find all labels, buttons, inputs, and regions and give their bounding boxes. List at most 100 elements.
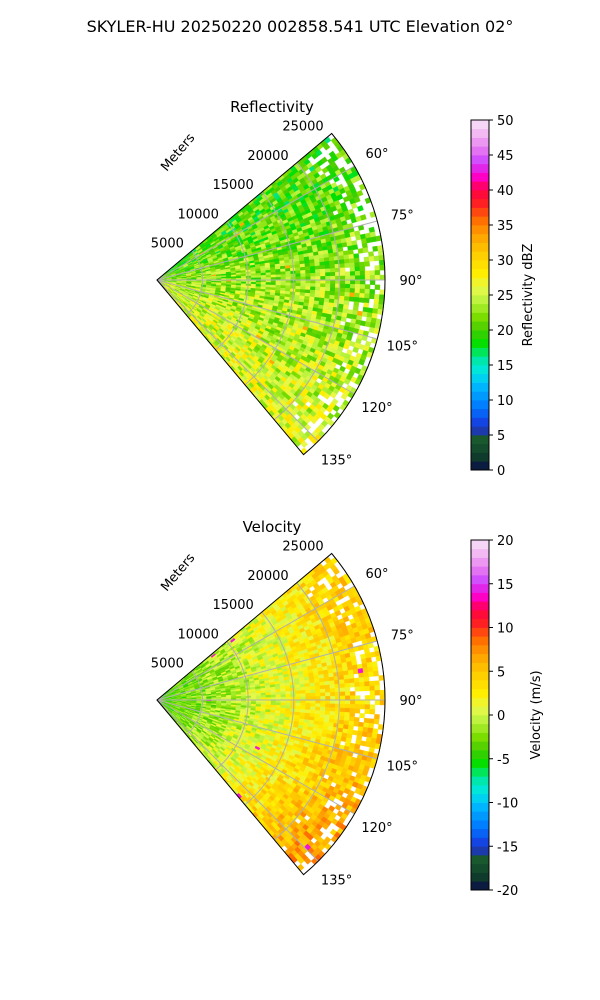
field-cell — [260, 274, 267, 278]
field-cell — [348, 296, 355, 302]
field-cell — [353, 301, 360, 307]
reflectivity-range-axis-label: Meters — [158, 131, 198, 175]
colorbar-segment — [471, 417, 489, 427]
colorbar-segment — [471, 365, 489, 375]
colorbar-segment — [471, 338, 489, 348]
field-cell — [362, 247, 369, 254]
range-tick-label: 10000 — [178, 207, 219, 222]
field-cell — [345, 275, 351, 281]
colorbar-segment — [471, 242, 489, 252]
colorbar-segment — [471, 312, 489, 322]
azimuth-tick-label: 135° — [321, 454, 352, 469]
field-cell — [372, 303, 379, 310]
field-cell — [329, 264, 336, 269]
field-cell — [369, 279, 376, 286]
field-cell — [379, 289, 386, 296]
field-cell — [325, 279, 331, 285]
field-cell — [353, 257, 360, 263]
field-cell — [235, 696, 242, 699]
field-cell — [338, 255, 345, 261]
field-cell — [369, 270, 376, 276]
colorbar-segment — [471, 408, 489, 418]
colorbar-tick-label: 40 — [497, 184, 514, 199]
field-cell — [290, 273, 296, 278]
field-cell — [325, 272, 331, 277]
field-cell — [280, 274, 287, 278]
field-cell — [348, 253, 355, 260]
field-cell — [344, 271, 351, 277]
field-cell — [315, 283, 321, 288]
field-cell — [372, 308, 379, 315]
field-cell — [339, 287, 346, 293]
colorbar-segment — [471, 452, 489, 462]
field-cell — [339, 283, 346, 289]
colorbar-segment — [471, 303, 489, 313]
field-cell — [320, 276, 326, 281]
field-cell — [329, 294, 336, 300]
field-cell — [325, 275, 331, 281]
azimuth-tick-label: 105° — [387, 340, 418, 355]
field-cell — [319, 265, 326, 270]
field-cell — [241, 695, 247, 699]
field-cell — [364, 293, 370, 299]
colorbar-segment — [471, 137, 489, 147]
field-cell — [310, 276, 316, 281]
colorbar-segment — [471, 207, 489, 217]
colorbar-segment — [471, 277, 489, 287]
field-cell — [330, 271, 336, 277]
field-cell — [275, 274, 282, 278]
field-cell — [320, 283, 326, 288]
field-cell — [319, 286, 326, 292]
field-cell — [353, 253, 360, 259]
field-cell — [344, 283, 351, 289]
colorbar-segment — [471, 163, 489, 173]
field-cell — [369, 293, 375, 300]
field-cell — [343, 296, 350, 302]
field-cell — [270, 702, 277, 706]
field-cell — [354, 288, 361, 294]
colorbar-segment — [471, 120, 489, 130]
colorbar-segment — [471, 181, 489, 191]
field-cell — [241, 275, 247, 279]
field-cell — [374, 284, 381, 290]
field-cell — [339, 291, 346, 297]
range-tick-label: 25000 — [282, 119, 323, 134]
field-cell — [295, 267, 301, 272]
field-cell — [344, 287, 351, 293]
field-cell — [324, 268, 331, 273]
field-cell — [359, 293, 365, 299]
field-cell — [360, 214, 367, 221]
field-cell — [330, 283, 336, 289]
field-cell — [354, 284, 361, 290]
field-cell — [280, 268, 286, 273]
colorbar-segment — [471, 373, 489, 383]
field-cell — [333, 411, 342, 420]
field-cell — [364, 270, 371, 276]
field-cell — [304, 263, 311, 268]
field-cell — [309, 289, 316, 295]
field-cell — [354, 275, 361, 281]
range-tick-label: 20000 — [247, 149, 288, 164]
field-cell — [363, 302, 370, 309]
field-cell — [363, 256, 370, 263]
field-cell — [339, 295, 345, 301]
field-cell — [315, 272, 321, 277]
field-cell — [349, 283, 356, 289]
field-cell — [250, 275, 257, 279]
field-cell — [357, 205, 364, 212]
field-cell — [354, 279, 361, 285]
colorbar-tick-label: 15 — [497, 359, 514, 374]
field-cell — [349, 266, 356, 272]
azimuth-tick-label: 75° — [391, 208, 414, 223]
colorbar-segment — [471, 225, 489, 235]
field-cell — [378, 259, 385, 266]
colorbar-tick-label: 10 — [497, 394, 514, 409]
colorbar-segment — [471, 268, 489, 278]
reflectivity-title: Reflectivity — [230, 98, 314, 116]
field-cell — [364, 275, 371, 281]
range-tick-label: 5000 — [151, 237, 184, 252]
field-cell — [295, 285, 301, 290]
field-cell — [320, 272, 326, 277]
